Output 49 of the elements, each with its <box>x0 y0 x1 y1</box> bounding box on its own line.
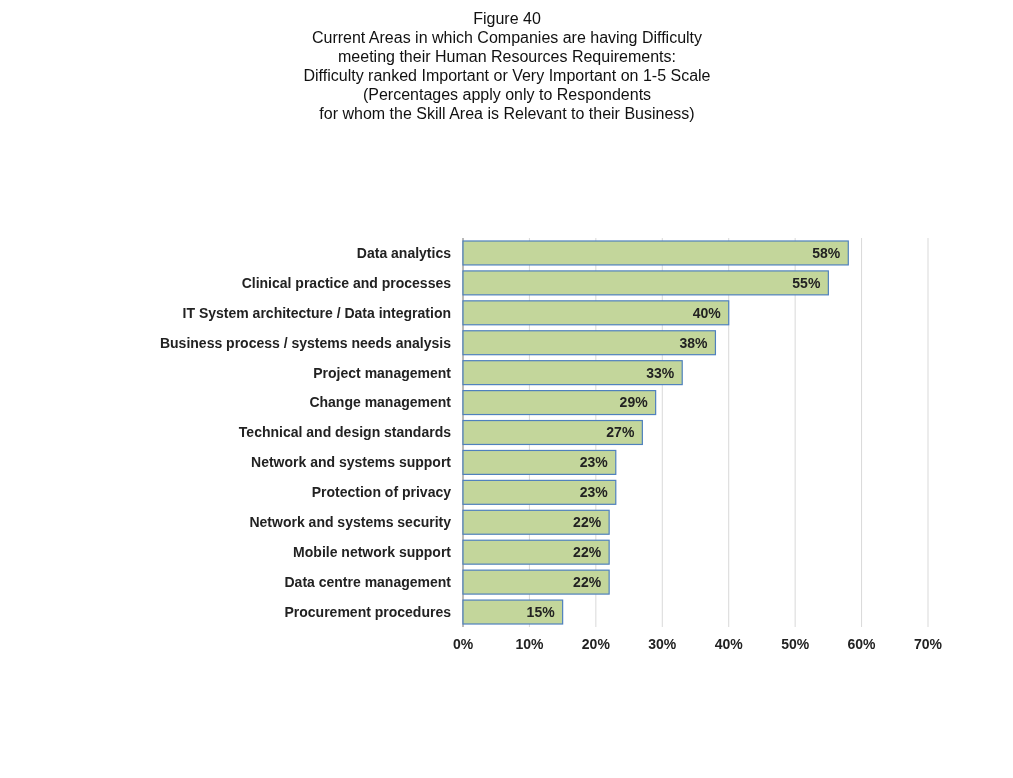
bar <box>462 539 610 565</box>
chart-title: Figure 40 <box>473 10 541 27</box>
data-label: 23% <box>579 484 609 501</box>
data-label: 22% <box>573 574 602 591</box>
bar <box>462 599 564 625</box>
y-tick-label: Change management <box>309 394 452 411</box>
bar <box>462 330 717 356</box>
data-label: 58% <box>812 244 841 261</box>
bar <box>462 300 730 326</box>
bar <box>462 509 610 535</box>
x-tick-label: 10% <box>515 636 544 652</box>
y-tick-label: Mobile network support <box>293 544 452 561</box>
data-label: 38% <box>679 334 708 351</box>
bar <box>462 240 849 266</box>
bar <box>462 449 617 475</box>
data-label: 55% <box>792 274 821 291</box>
data-label: 22% <box>573 514 602 531</box>
data-label: 22% <box>573 544 602 561</box>
bar <box>462 569 610 595</box>
y-tick-label: Clinical practice and processes <box>241 274 452 291</box>
y-tick-label: Data analytics <box>356 244 452 261</box>
x-tick-label: 20% <box>581 636 611 652</box>
bar <box>462 360 683 386</box>
x-tick-label: 50% <box>781 636 810 652</box>
bar <box>462 390 657 416</box>
y-tick-label: Technical and design standards <box>238 424 452 441</box>
bar <box>462 270 829 296</box>
y-tick-label: Procurement procedures <box>284 603 452 620</box>
bar <box>462 419 643 446</box>
y-tick-label: Network and systems security <box>249 514 452 531</box>
x-tick-label: 30% <box>648 636 677 652</box>
bar <box>462 479 617 505</box>
y-tick-label: Business process / systems needs analysis <box>159 334 452 351</box>
data-label: 40% <box>692 304 722 321</box>
y-tick-label: IT System architecture / Data integration <box>182 304 451 321</box>
x-tick-label: 60% <box>847 636 877 652</box>
x-tick-label: 70% <box>913 636 943 652</box>
x-tick-label: 40% <box>714 636 744 652</box>
y-tick-label: Protection of privacy <box>311 484 452 501</box>
data-label: 33% <box>646 364 675 381</box>
y-tick-label: Project management <box>313 364 452 381</box>
data-label: 15% <box>526 603 556 620</box>
y-tick-label: Data centre management <box>284 574 452 591</box>
data-label: 27% <box>606 424 635 441</box>
chart-subtitle: Current Areas in which Companies are having Difficulty meeting their Human Resources Requirements: Difficulty ranked Important or Very Important on 1-5 Scale (Percentages apply only to Respondents for whom the Skill Area is Relevant to their Business) <box>303 29 711 122</box>
y-tick-label: Network and systems support <box>251 454 452 471</box>
data-label: 29% <box>619 394 649 411</box>
data-label: 23% <box>579 454 609 471</box>
x-tick-label: 0% <box>452 636 474 652</box>
